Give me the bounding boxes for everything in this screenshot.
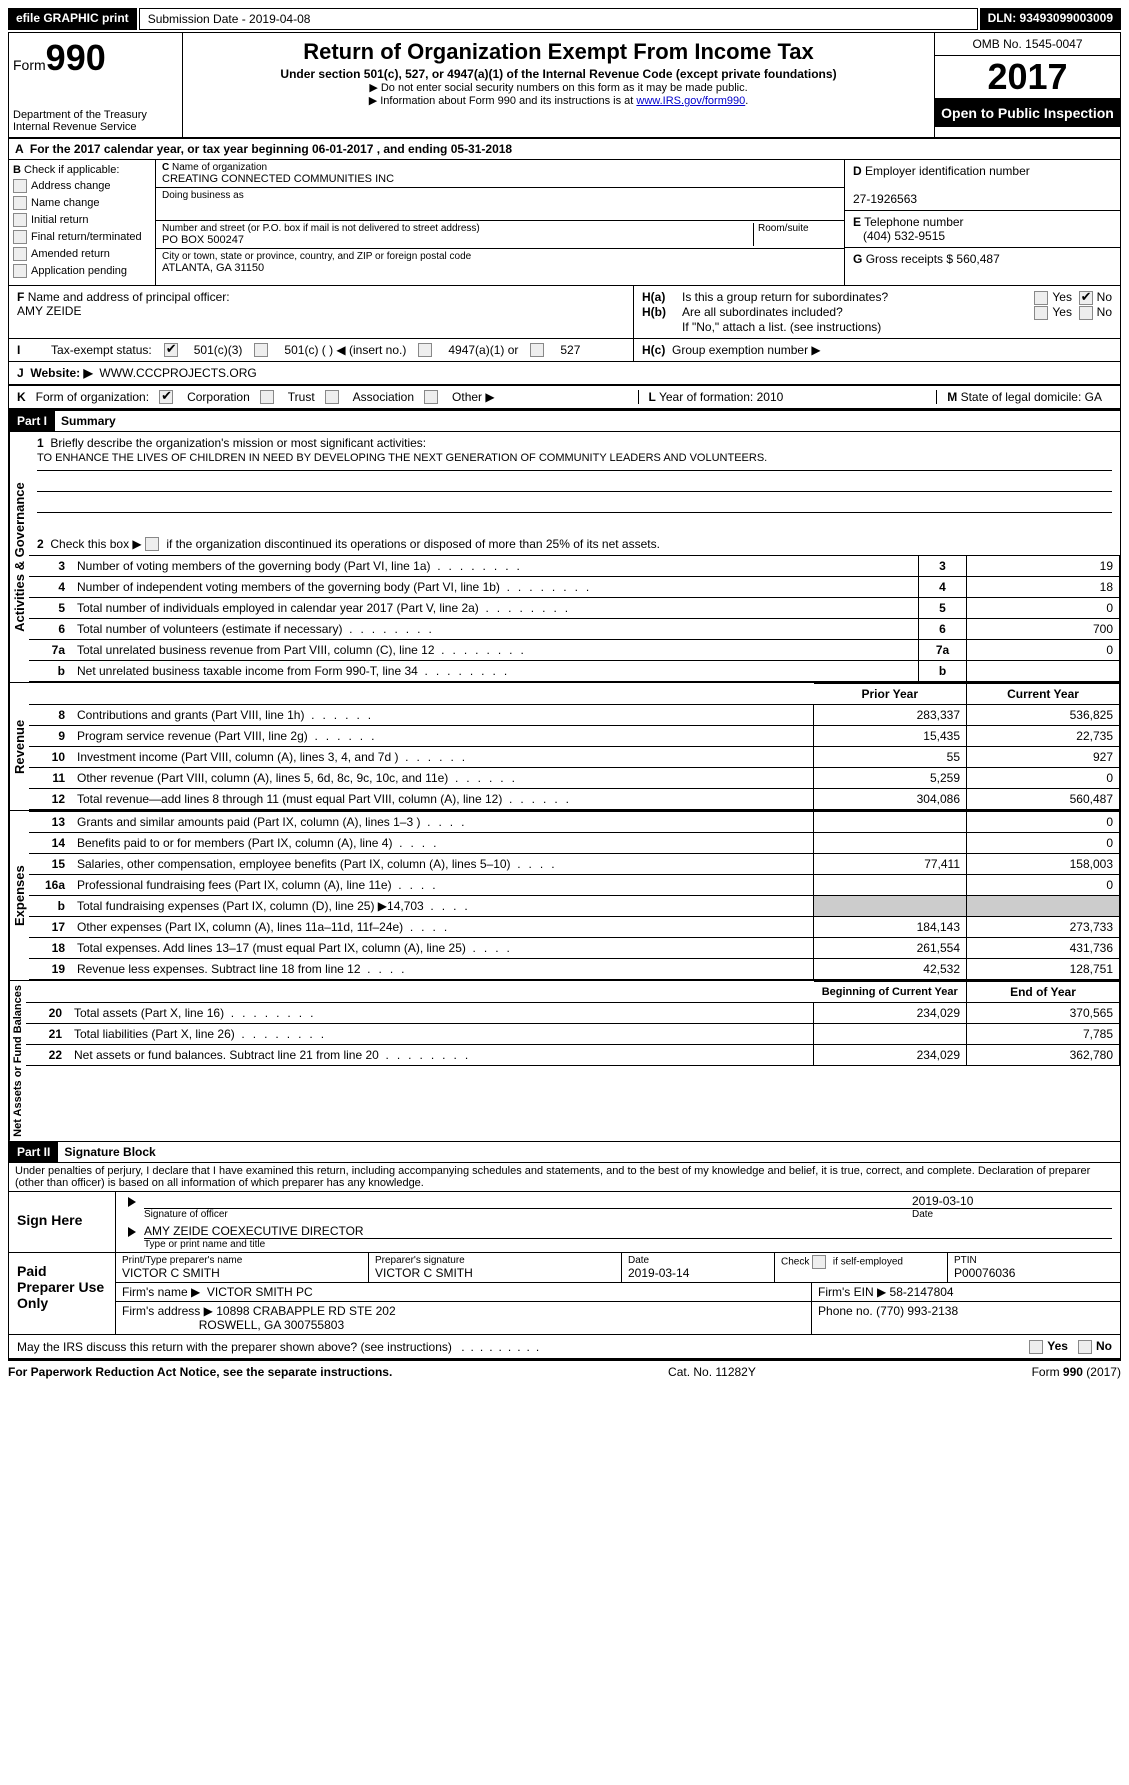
perjury-statement: Under penalties of perjury, I declare th… bbox=[8, 1163, 1121, 1192]
check-trust[interactable] bbox=[260, 390, 274, 404]
part2-header: Part II Signature Block bbox=[8, 1142, 1121, 1163]
top-bar: efile GRAPHIC print Submission Date - 20… bbox=[8, 8, 1121, 30]
check-corp[interactable] bbox=[159, 390, 173, 404]
check-other[interactable] bbox=[424, 390, 438, 404]
arrow-icon bbox=[128, 1227, 136, 1237]
form-title: Return of Organization Exempt From Incom… bbox=[187, 39, 930, 65]
form-label: Form bbox=[13, 57, 46, 73]
check-name-change[interactable]: Name change bbox=[13, 196, 151, 210]
firm-ein: 58-2147804 bbox=[890, 1285, 954, 1299]
check-self-employed[interactable] bbox=[812, 1255, 826, 1269]
ein-box: D Employer identification number 27-1926… bbox=[845, 160, 1120, 211]
title-box: Return of Organization Exempt From Incom… bbox=[183, 33, 934, 137]
activities-governance: Activities & Governance 1 Briefly descri… bbox=[8, 432, 1121, 683]
section-a-k: A For the 2017 calendar year, or tax yea… bbox=[8, 139, 1121, 409]
governance-table: 3Number of voting members of the governi… bbox=[29, 555, 1120, 682]
expenses-section: Expenses 13Grants and similar amounts pa… bbox=[8, 810, 1121, 980]
col-c: C Name of organization CREATING CONNECTE… bbox=[156, 160, 845, 285]
preparer-signature: VICTOR C SMITH bbox=[375, 1266, 615, 1280]
officer-print-name: AMY ZEIDE COEXECUTIVE DIRECTOR bbox=[144, 1224, 1112, 1239]
check-discuss-yes[interactable] bbox=[1029, 1340, 1043, 1354]
check-discuss-no[interactable] bbox=[1078, 1340, 1092, 1354]
omb-number: OMB No. 1545-0047 bbox=[935, 33, 1120, 56]
city-box: City or town, state or province, country… bbox=[156, 249, 844, 276]
net-assets-table: Beginning of Current YearEnd of Year20To… bbox=[26, 981, 1120, 1066]
form-header: Form990 Department of the Treasury Inter… bbox=[8, 32, 1121, 139]
row-j: J Website: ▶ WWW.CCCPROJECTS.ORG bbox=[9, 361, 1120, 384]
form-id-box: Form990 Department of the Treasury Inter… bbox=[9, 33, 183, 137]
preparer-date: 2019-03-14 bbox=[628, 1266, 768, 1280]
check-pending[interactable]: Application pending bbox=[13, 264, 151, 278]
check-discontinued[interactable] bbox=[145, 537, 159, 551]
tax-year: 2017 bbox=[935, 56, 1120, 99]
irs-link[interactable]: www.IRS.gov/form990 bbox=[636, 95, 745, 107]
dba-box: Doing business as bbox=[156, 188, 844, 221]
check-4947[interactable] bbox=[418, 343, 432, 357]
row-i: I Tax-exempt status: 501(c)(3) 501(c) ( … bbox=[9, 338, 1120, 361]
street-box: Number and street (or P.O. box if mail i… bbox=[156, 221, 844, 249]
check-final-return[interactable]: Final return/terminated bbox=[13, 230, 151, 244]
sign-here-section: Sign Here 2019-03-10 Signature of office… bbox=[8, 1192, 1121, 1253]
gross-receipts: 560,487 bbox=[956, 252, 999, 266]
check-initial-return[interactable]: Initial return bbox=[13, 213, 151, 227]
row-fh: F Name and address of principal officer:… bbox=[9, 285, 1120, 338]
firm-name: VICTOR SMITH PC bbox=[207, 1285, 313, 1299]
check-address-change[interactable]: Address change bbox=[13, 179, 151, 193]
form-note1: ▶ Do not enter social security numbers o… bbox=[187, 81, 930, 94]
org-name: CREATING CONNECTED COMMUNITIES INC bbox=[162, 173, 838, 185]
mission-statement: TO ENHANCE THE LIVES OF CHILDREN IN NEED… bbox=[37, 450, 1112, 471]
gross-receipts-box: G Gross receipts $ 560,487 bbox=[845, 248, 1120, 270]
check-assoc[interactable] bbox=[325, 390, 339, 404]
firm-address1: 10898 CRABAPPLE RD STE 202 bbox=[216, 1304, 395, 1318]
website: WWW.CCCPROJECTS.ORG bbox=[99, 366, 256, 380]
section-f: F Name and address of principal officer:… bbox=[9, 286, 634, 338]
footer: For Paperwork Reduction Act Notice, see … bbox=[8, 1359, 1121, 1379]
revenue-section: Revenue Prior YearCurrent Year8Contribut… bbox=[8, 682, 1121, 810]
form-subtitle: Under section 501(c), 527, or 4947(a)(1)… bbox=[187, 67, 930, 81]
org-name-box: C Name of organization CREATING CONNECTE… bbox=[156, 160, 844, 188]
arrow-icon bbox=[128, 1197, 136, 1207]
expenses-table: 13Grants and similar amounts paid (Part … bbox=[29, 811, 1120, 980]
department-label: Department of the Treasury Internal Reve… bbox=[13, 109, 178, 133]
dln: DLN: 93493099003009 bbox=[980, 8, 1121, 30]
revenue-table: Prior YearCurrent Year8Contributions and… bbox=[29, 683, 1120, 810]
form-note2: ▶ Information about Form 990 and its ins… bbox=[187, 94, 930, 107]
paid-preparer-section: Paid Preparer Use Only Print/Type prepar… bbox=[8, 1253, 1121, 1335]
firm-phone: (770) 993-2138 bbox=[876, 1304, 958, 1318]
efile-label: efile GRAPHIC print bbox=[8, 8, 137, 30]
cat-number: Cat. No. 11282Y bbox=[668, 1365, 756, 1379]
ein: 27-1926563 bbox=[853, 192, 917, 206]
net-assets-section: Net Assets or Fund Balances Beginning of… bbox=[8, 980, 1121, 1142]
city-state-zip: ATLANTA, GA 31150 bbox=[162, 262, 838, 274]
check-527[interactable] bbox=[530, 343, 544, 357]
preparer-name: VICTOR C SMITH bbox=[122, 1266, 362, 1280]
form-version: Form 990 (2017) bbox=[1032, 1365, 1121, 1379]
phone: (404) 532-9515 bbox=[863, 229, 945, 243]
year-box: OMB No. 1545-0047 2017 Open to Public In… bbox=[934, 33, 1120, 137]
grid-bcd: B Check if applicable: Address change Na… bbox=[9, 160, 1120, 285]
check-amended[interactable]: Amended return bbox=[13, 247, 151, 261]
firm-address2: ROSWELL, GA 300755803 bbox=[199, 1318, 344, 1332]
sig-date: 2019-03-10 bbox=[912, 1194, 1112, 1208]
phone-box: E Telephone number (404) 532-9515 bbox=[845, 211, 1120, 248]
section-h: H(a) Is this a group return for subordin… bbox=[634, 286, 1120, 338]
officer-name: AMY ZEIDE bbox=[17, 304, 81, 318]
check-501c[interactable] bbox=[254, 343, 268, 357]
form-number: 990 bbox=[46, 37, 106, 78]
discuss-row: May the IRS discuss this return with the… bbox=[8, 1335, 1121, 1359]
check-501c3[interactable] bbox=[164, 343, 178, 357]
row-a-tax-year: A For the 2017 calendar year, or tax yea… bbox=[9, 139, 1120, 160]
open-to-public: Open to Public Inspection bbox=[935, 99, 1120, 127]
part1-header: Part I Summary bbox=[8, 409, 1121, 432]
ptin: P00076036 bbox=[954, 1266, 1114, 1280]
col-b: B Check if applicable: Address change Na… bbox=[9, 160, 156, 285]
street-address: PO BOX 500247 bbox=[162, 234, 753, 246]
row-k: K Form of organization: Corporation Trus… bbox=[9, 384, 1120, 408]
paperwork-notice: For Paperwork Reduction Act Notice, see … bbox=[8, 1365, 392, 1379]
col-d: D Employer identification number 27-1926… bbox=[845, 160, 1120, 285]
submission-date: Submission Date - 2019-04-08 bbox=[139, 8, 978, 30]
